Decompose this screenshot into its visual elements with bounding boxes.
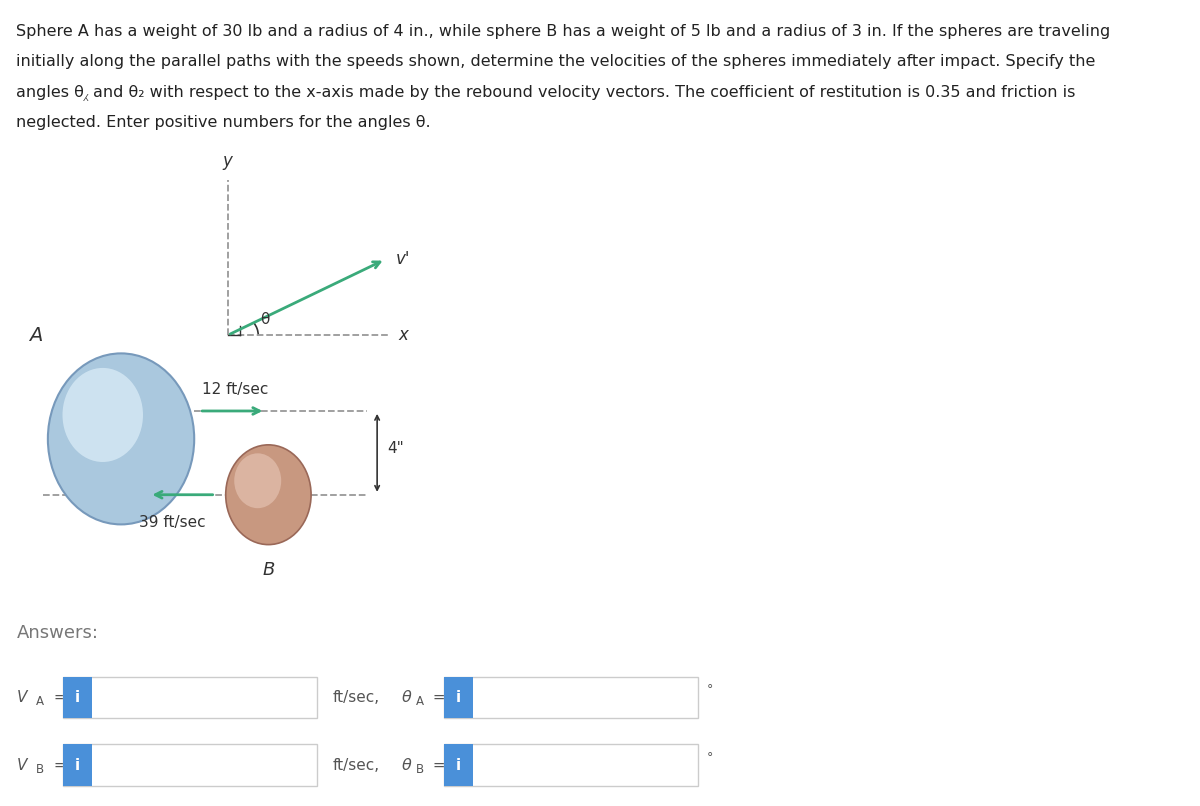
Text: i: i [456,690,461,704]
Text: A: A [36,695,43,708]
Text: i: i [456,758,461,773]
Text: x: x [398,326,408,344]
Text: θ: θ [402,690,412,704]
Text: v': v' [396,251,410,268]
Text: neglected. Enter positive numbers for the angles θ.: neglected. Enter positive numbers for th… [17,115,431,130]
Text: Sphere A has a weight of 30 lb and a radius of 4 in., while sphere B has a weigh: Sphere A has a weight of 30 lb and a rad… [17,24,1111,39]
Text: i: i [74,690,80,704]
Text: A: A [415,695,424,708]
Text: i: i [74,758,80,773]
Text: 39 ft/sec: 39 ft/sec [139,515,206,530]
Text: angles θ⁁ and θ₂ with respect to the x-axis made by the rebound velocity vectors: angles θ⁁ and θ₂ with respect to the x-a… [17,85,1075,101]
Text: 4": 4" [388,442,404,456]
Text: ft/sec,: ft/sec, [332,690,379,704]
Text: A: A [30,326,43,346]
FancyBboxPatch shape [64,745,317,786]
Text: ft/sec,: ft/sec, [332,758,379,773]
Ellipse shape [48,353,194,525]
FancyBboxPatch shape [64,676,91,718]
Text: °: ° [707,750,713,763]
Text: =: = [428,758,445,773]
Ellipse shape [234,453,281,509]
FancyBboxPatch shape [64,676,317,718]
Text: B: B [415,762,424,775]
Text: =: = [49,758,66,773]
Ellipse shape [226,445,311,545]
Text: $V$: $V$ [17,757,30,773]
FancyBboxPatch shape [444,676,698,718]
Text: $V$: $V$ [17,689,30,705]
Text: =: = [428,690,445,704]
Ellipse shape [62,368,143,462]
Text: θ: θ [402,758,412,773]
Text: y: y [223,152,233,170]
Text: B: B [36,762,43,775]
Text: Answers:: Answers: [17,625,98,642]
Text: initially along the parallel paths with the speeds shown, determine the velociti: initially along the parallel paths with … [17,55,1096,69]
Text: 12 ft/sec: 12 ft/sec [203,381,269,397]
Text: B: B [263,560,275,579]
Text: =: = [49,690,66,704]
FancyBboxPatch shape [444,676,473,718]
FancyBboxPatch shape [444,745,473,786]
FancyBboxPatch shape [444,745,698,786]
FancyBboxPatch shape [64,745,91,786]
Text: θ: θ [260,312,270,327]
Text: °: ° [707,683,713,696]
